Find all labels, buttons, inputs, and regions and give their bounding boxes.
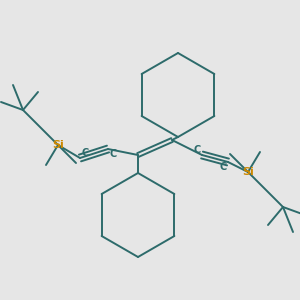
Text: Si: Si — [52, 140, 64, 150]
Text: Si: Si — [242, 167, 254, 177]
Text: C: C — [194, 145, 201, 155]
Text: C: C — [110, 149, 117, 159]
Text: C: C — [81, 148, 88, 158]
Text: C: C — [219, 162, 226, 172]
